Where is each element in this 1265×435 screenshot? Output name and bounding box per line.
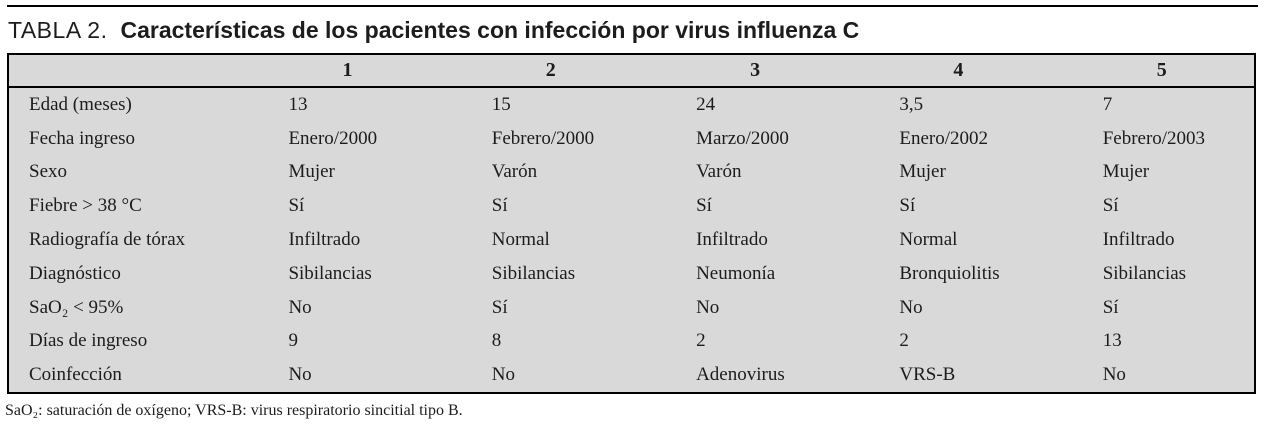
cell-value: Adenovirus (696, 364, 785, 386)
cell-value: Sí (899, 195, 916, 217)
row-label: Fecha ingreso (29, 127, 136, 149)
footnote: SaO₂: saturación de oxígeno; VRS-B: viru… (5, 402, 463, 420)
cell-value: Neumonía (696, 262, 776, 284)
cell-value: 13 (1102, 330, 1122, 352)
column-header-4: 4 (899, 54, 1103, 88)
table-title-text: Características de los pacientes con inf… (120, 17, 860, 43)
cell-value: Sí (491, 195, 508, 217)
row-label: Sexo (29, 161, 67, 183)
cell-value: Marzo/2000 (696, 127, 789, 149)
cell-value: 2 (899, 330, 909, 352)
table-row-fiebre: Fiebre > 38 °C Sí Sí Sí Sí Sí (8, 189, 1255, 223)
cell-value: Sibilancias (288, 262, 372, 284)
column-header-2: 2 (491, 54, 697, 88)
cell-value: Enero/2000 (288, 127, 378, 149)
table-row-dias-ingreso: Días de ingreso 9 8 2 2 13 (8, 325, 1255, 359)
cell-value: Sí (696, 195, 712, 217)
cell-value: 24 (696, 93, 716, 115)
row-label: Días de ingreso (29, 330, 148, 352)
table-figure: TABLA 2. Características de los pacientes… (0, 5, 1265, 420)
cell-value: Sibilancias (491, 262, 576, 284)
cell-value: No (288, 296, 312, 318)
cell-value: No (899, 296, 923, 318)
cell-value: Sí (288, 195, 305, 217)
column-header-1: 1 (288, 54, 492, 88)
cell-value: 8 (491, 330, 502, 352)
cell-value: 3,5 (899, 93, 924, 115)
cell-value: 9 (288, 330, 298, 352)
cell-value: 13 (288, 93, 308, 115)
corner-cell (8, 54, 289, 88)
cell-value: Bronquiolitis (899, 262, 1000, 284)
column-header-3: 3 (696, 54, 900, 88)
table-row-diagnostico: Diagnóstico Sibilancias Sibilancias Neum… (8, 257, 1255, 291)
cell-value: VRS-B (899, 364, 956, 386)
table-title: TABLA 2. Características de los pacientes… (8, 17, 1258, 44)
table-row-sao2: SaO₂ < 95% No Sí No No Sí (8, 291, 1255, 325)
table-row-sexo: Sexo Mujer Varón Varón Mujer Mujer (8, 156, 1255, 190)
cell-value: Enero/2002 (899, 127, 989, 149)
header-row: 1 2 3 4 5 (8, 54, 1255, 88)
row-label: Diagnóstico (29, 262, 121, 284)
cell-value: Infiltrado (288, 229, 361, 251)
patients-table: 1 2 3 4 5 Edad (meses) 13 15 24 3,5 7 Fe… (7, 53, 1256, 395)
cell-value: 2 (696, 330, 706, 352)
cell-value: No (696, 296, 720, 318)
page: { "title": { "label": "TABLA 2.", "text"… (0, 5, 1265, 435)
cell-value: Sibilancias (1102, 262, 1187, 284)
cell-value: Varón (491, 161, 538, 183)
table-row-radiografia: Radiografía de tórax Infiltrado Normal I… (8, 223, 1255, 257)
cell-value: Mujer (288, 161, 335, 183)
cell-value: 15 (491, 93, 511, 115)
table-row-edad: Edad (meses) 13 15 24 3,5 7 (8, 87, 1255, 122)
row-label: Edad (meses) (29, 93, 132, 115)
cell-value: Varón (696, 161, 742, 183)
cell-value: 7 (1102, 93, 1113, 115)
cell-value: No (288, 364, 312, 386)
cell-value: Sí (491, 296, 508, 318)
cell-value: Febrero/2003 (1102, 127, 1206, 149)
column-header-5: 5 (1102, 54, 1255, 88)
top-rule-divider (7, 5, 1258, 7)
cell-value: Infiltrado (696, 229, 768, 251)
cell-value: Febrero/2000 (491, 127, 595, 149)
table-row-fecha-ingreso: Fecha ingreso Enero/2000 Febrero/2000 Ma… (8, 122, 1255, 156)
row-label: Fiebre > 38 °C (29, 195, 142, 217)
row-label: Radiografía de tórax (29, 229, 186, 251)
row-label: Coinfección (29, 364, 122, 386)
table-number-label: TABLA 2. (8, 17, 108, 43)
table-row-coinfeccion: Coinfección No No Adenovirus VRS-B No (8, 358, 1255, 393)
row-label: SaO₂ < 95% (29, 296, 124, 318)
cell-value: Sí (1102, 195, 1119, 217)
cell-value: Normal (491, 229, 550, 251)
cell-value: Infiltrado (1102, 229, 1175, 251)
cell-value: No (491, 364, 515, 386)
cell-value: Sí (1102, 296, 1119, 318)
cell-value: No (1102, 364, 1126, 386)
cell-value: Mujer (899, 161, 946, 183)
cell-value: Normal (899, 229, 958, 251)
cell-value: Mujer (1102, 161, 1150, 183)
